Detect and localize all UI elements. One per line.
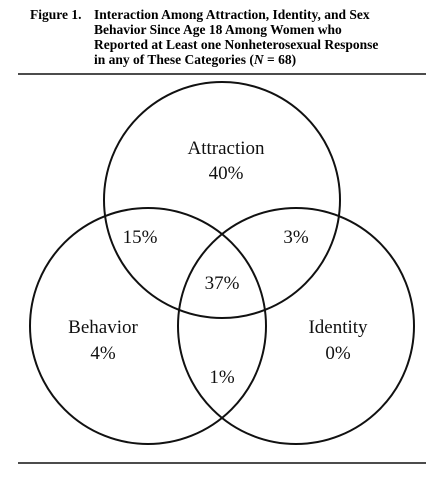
attraction-circle [103,81,341,319]
title-line: Reported at Least one Nonheterosexual Re… [94,37,378,52]
set-value: 40% [209,163,244,184]
set-name: Attraction [187,138,265,159]
set-name: Identity [308,317,368,338]
title-text: N [253,52,265,67]
overlap-value: 3% [283,227,309,248]
overlap-value: 37% [205,273,240,294]
set-value: 0% [325,343,351,364]
title-text: in any of These Categories ( [94,52,254,67]
title-line: Behavior Since Age 18 Among Women who [94,22,342,37]
title-text: = 68) [264,52,296,67]
set-value: 4% [90,343,116,364]
title-line: in any of These Categories (N = 68) [94,52,296,67]
set-name: Behavior [68,317,138,338]
identity-circle [177,207,415,445]
overlap-value: 1% [209,367,235,388]
behavior-circle [29,207,267,445]
figure-label: Figure 1. [30,7,82,22]
title-line: Interaction Among Attraction, Identity, … [94,7,370,22]
overlap-value: 15% [123,227,158,248]
